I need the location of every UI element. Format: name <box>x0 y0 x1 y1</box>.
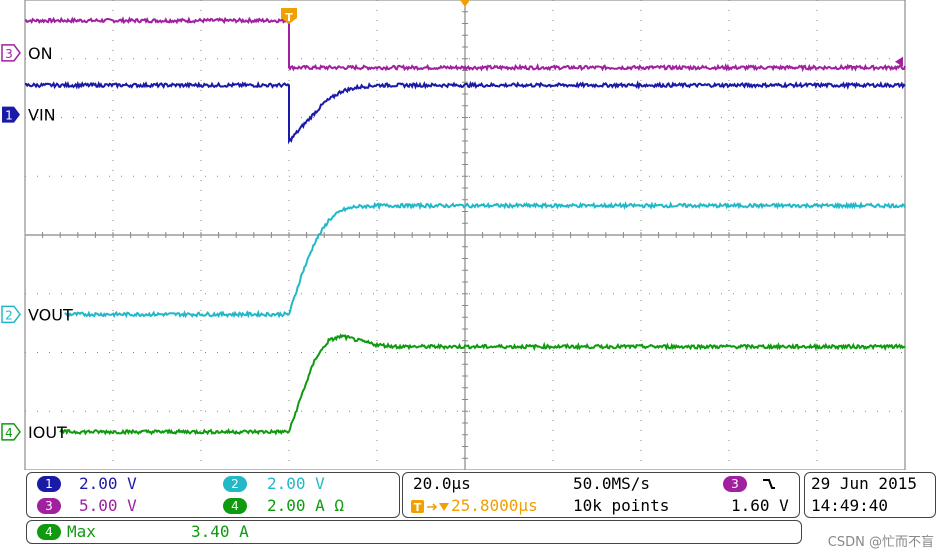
datetime-panel: 29 Jun 2015 14:49:40 <box>804 472 936 518</box>
ch4-scale: 2.00 A Ω <box>267 496 345 515</box>
measure-channel-badge: 4 <box>37 524 61 540</box>
channel-number: 2 <box>5 308 13 322</box>
falling-edge-icon <box>763 479 775 489</box>
trigger-source-badge: 3 <box>723 476 747 492</box>
ch4-badge: 4 <box>223 498 247 514</box>
acquisition-panel: 20.0µs 50.0MS/s 3 T 25.8000µs 10k points… <box>402 472 800 518</box>
trigger-marker-label: T <box>285 11 293 24</box>
channel-marker-vin: 1 VIN <box>2 106 56 125</box>
time: 14:49:40 <box>811 496 889 515</box>
measure-value: 3.40 A <box>191 522 249 541</box>
trigger-position-icon: T <box>411 500 449 514</box>
channel-label-vout: VOUT <box>28 305 73 324</box>
channel-number: 3 <box>5 47 13 61</box>
record-length: 10k points <box>573 496 670 515</box>
channel-number: 1 <box>5 109 13 123</box>
ch2-scale: 2.00 V <box>267 474 325 493</box>
date: 29 Jun 2015 <box>811 474 917 493</box>
channel-scale-panel: 1 2.00 V 2 2.00 V 3 5.00 V 4 2.00 A Ω <box>26 472 400 518</box>
channel-marker-vout: 2 VOUT <box>1 305 73 324</box>
waveform-vout <box>64 201 906 319</box>
ch2-badge: 2 <box>223 476 247 492</box>
channel-marker-iout: 4 IOUT <box>1 423 67 442</box>
channel-marker-on: 3 ON <box>1 44 53 63</box>
timebase: 20.0µs <box>413 474 471 493</box>
channel-label-iout: IOUT <box>28 423 67 442</box>
ch1-scale: 2.00 V <box>79 474 137 493</box>
measurement-panel: 4 Max 3.40 A <box>26 520 802 544</box>
waveform-on <box>24 16 906 73</box>
channel-label-on: ON <box>28 44 53 63</box>
ch3-scale: 5.00 V <box>79 496 137 515</box>
scope-display: 3 ON 1 VIN 2 VOUT 4 IOUT T <box>1 0 906 470</box>
ch1-badge: 1 <box>37 476 61 492</box>
sample-rate: 50.0MS/s <box>573 474 651 493</box>
waveform-iout <box>59 333 906 436</box>
ch3-badge: 3 <box>37 498 61 514</box>
svg-text:T: T <box>414 501 422 514</box>
watermark: CSDN @忙而不盲 <box>827 535 934 550</box>
waveform-vin <box>24 80 906 145</box>
trigger-level-marker <box>895 56 903 67</box>
trigger-position: 25.8000µs <box>451 496 538 515</box>
trigger-marker: T <box>281 8 297 24</box>
horizontal-position-marker <box>460 0 470 7</box>
channel-label-vin: VIN <box>28 106 56 125</box>
trigger-level: 1.60 V <box>731 496 789 515</box>
measure-label: Max <box>67 522 96 541</box>
channel-number: 4 <box>5 426 13 440</box>
